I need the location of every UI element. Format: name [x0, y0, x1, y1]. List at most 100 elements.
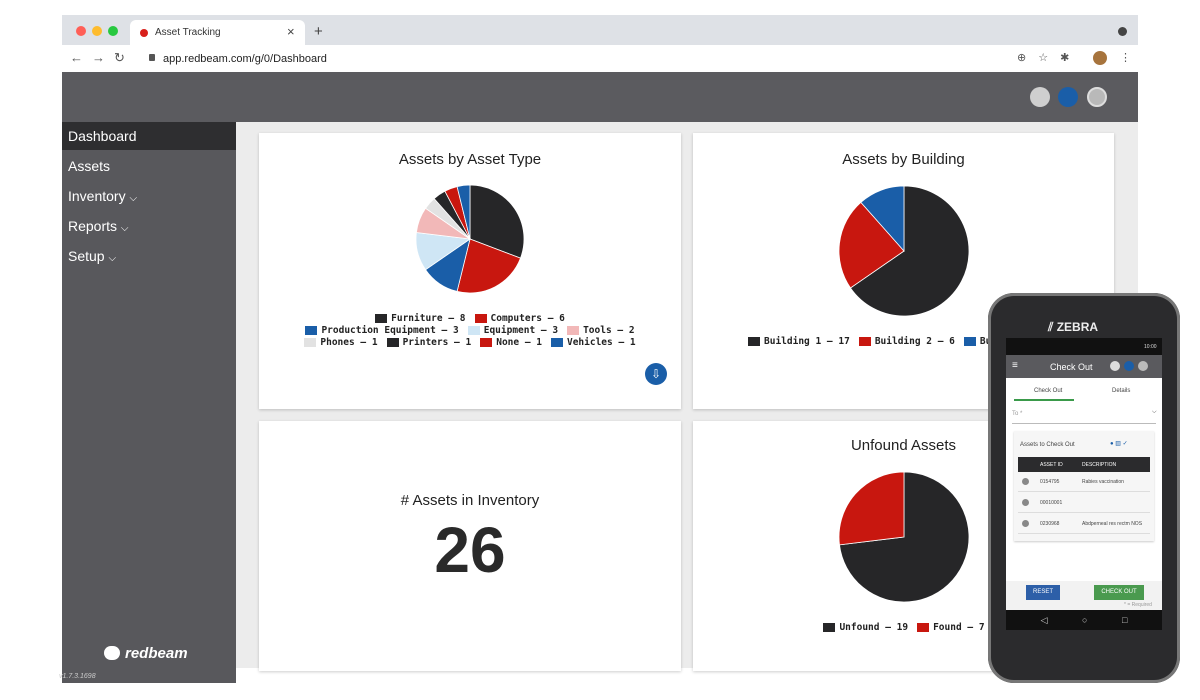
list-icons[interactable]: ● ▥ ✓: [1110, 441, 1128, 447]
legend-label: Equipment – 3: [483, 325, 559, 336]
legend-swatch: [963, 337, 976, 346]
nav-buttons[interactable]: ←→↻: [70, 50, 134, 65]
user-icon[interactable]: [1124, 361, 1134, 371]
url[interactable]: app.redbeam.com/g/0/Dashboard: [163, 53, 327, 65]
list-card: [1014, 431, 1154, 541]
legend-item: Found – 7: [917, 622, 985, 633]
nav-label: Reports: [68, 218, 118, 234]
pie-slice: [469, 184, 525, 259]
legend-label: Building 2 – 6: [874, 336, 955, 347]
legend-item: Unfound – 19: [823, 622, 908, 633]
tab[interactable]: Details: [1112, 388, 1131, 394]
pie-slice: [860, 185, 905, 253]
chevron: ⌵: [108, 253, 117, 264]
legend-swatch: [550, 338, 563, 347]
nav-item[interactable]: Dashboard: [62, 122, 236, 150]
toolbar-icons[interactable]: ⊕☆✱: [1017, 52, 1082, 64]
new-tab[interactable]: +: [314, 23, 323, 40]
device-brand: ⫽ ZEBRA: [1048, 320, 1098, 335]
stat-title: # Assets in Inventory: [400, 492, 540, 509]
status-bar: [1006, 338, 1162, 355]
legend-swatch: [858, 337, 871, 346]
legend-label: Vehicles – 1: [566, 337, 636, 348]
cell: 0230968: [1040, 521, 1060, 527]
chart-title: Unfound Assets: [850, 437, 957, 454]
stat-value: 26: [434, 514, 506, 586]
tab-title: Asset Tracking: [155, 27, 221, 38]
brand-text: ZEBRA: [1056, 320, 1099, 334]
legend-swatch: [375, 314, 388, 323]
remove-icon[interactable]: [1022, 478, 1029, 485]
required-note: * = Required: [1124, 602, 1152, 608]
legend-label: Printers – 1: [402, 337, 472, 348]
org-icon[interactable]: [1138, 361, 1148, 371]
remove-icon[interactable]: [1022, 520, 1029, 527]
legend-label: Building 1 – 17: [764, 336, 850, 347]
pie-chart: [838, 471, 970, 603]
app-header: [62, 72, 1138, 122]
bell-icon[interactable]: [1110, 361, 1120, 371]
tab-close[interactable]: ×: [287, 24, 295, 39]
pie-slice: [838, 201, 905, 289]
remove-icon[interactable]: [1022, 499, 1029, 506]
chevron: ⌵: [120, 223, 129, 234]
nav-item[interactable]: Setup ⌵: [62, 242, 236, 270]
device: ⫽ ZEBRA 10:00 ≡ Check Out Check Out Deta…: [988, 293, 1180, 683]
brand-icon: ⫽: [1048, 320, 1057, 334]
pie-chart: [838, 185, 970, 317]
bell-icon[interactable]: [1030, 87, 1050, 107]
legend-item: Production Equipment – 3: [305, 325, 459, 336]
legend-label: Phones – 1: [320, 337, 378, 348]
download-button[interactable]: ⇩: [645, 363, 667, 385]
legend-label: Found – 7: [933, 622, 985, 633]
dropdown[interactable]: ⌵: [1152, 409, 1157, 415]
org-icon[interactable]: [1087, 87, 1107, 107]
profile-dot[interactable]: [1118, 27, 1127, 36]
close-dot[interactable]: [76, 26, 86, 36]
legend-label: Furniture – 8: [391, 313, 466, 324]
nav-item[interactable]: Inventory ⌵: [62, 182, 236, 210]
legend-item: Computers – 6: [474, 313, 565, 324]
legend-item: Furniture – 8: [375, 313, 466, 324]
legend-label: Tools – 2: [583, 325, 635, 336]
row-line: [1018, 491, 1150, 492]
legend-item: Printers – 1: [386, 337, 472, 348]
cell: Rabies vaccination: [1082, 479, 1124, 485]
min-dot[interactable]: [92, 26, 102, 36]
chart-title: Assets by Building: [842, 151, 965, 168]
chart-title: Assets by Asset Type: [398, 151, 542, 168]
tab[interactable]: [130, 20, 305, 45]
menu-icon[interactable]: ≡: [1012, 360, 1018, 371]
legend-label: Computers – 6: [490, 313, 565, 324]
nav-item[interactable]: Reports ⌵: [62, 212, 236, 240]
menu[interactable]: ⋮: [1120, 52, 1131, 64]
legend-swatch: [305, 326, 318, 335]
cell: 0154795: [1040, 479, 1060, 485]
legend-swatch: [917, 623, 930, 632]
chart-card: Assets by Asset Type ⇩ Furniture – 8 Comp…: [259, 133, 681, 409]
user-icon[interactable]: [1058, 87, 1078, 107]
chevron: ⌵: [129, 193, 138, 204]
legend: Unfound – 19 Found – 7: [704, 622, 1104, 633]
version: v1.7.3.1698: [59, 673, 96, 680]
legend-label: Production Equipment – 3: [321, 325, 459, 336]
list-title: Assets to Check Out: [1020, 442, 1075, 448]
clock: 10:00: [1144, 344, 1157, 350]
to-field[interactable]: To *: [1012, 411, 1023, 417]
nav-item[interactable]: Assets: [68, 158, 111, 174]
favicon: [140, 29, 148, 37]
device-screen: 10:00 ≡ Check Out Check Out Details To *…: [1006, 338, 1162, 630]
legend-item: Vehicles – 1: [550, 337, 636, 348]
stat-card: # Assets in Inventory 26: [259, 421, 681, 671]
legend-swatch: [823, 623, 836, 632]
legend-swatch: [748, 337, 761, 346]
cell: 00010001: [1040, 500, 1063, 506]
legend-item: Phones – 1: [304, 337, 378, 348]
checkout-button[interactable]: CHECK OUT: [1094, 585, 1144, 600]
reset-button[interactable]: RESET: [1026, 585, 1060, 600]
tab[interactable]: Check Out: [1034, 388, 1063, 394]
column-header: ASSET ID: [1040, 462, 1063, 468]
android-nav[interactable]: ◁ ○ □: [1006, 610, 1162, 630]
max-dot[interactable]: [108, 26, 118, 36]
avatar[interactable]: [1093, 51, 1107, 65]
